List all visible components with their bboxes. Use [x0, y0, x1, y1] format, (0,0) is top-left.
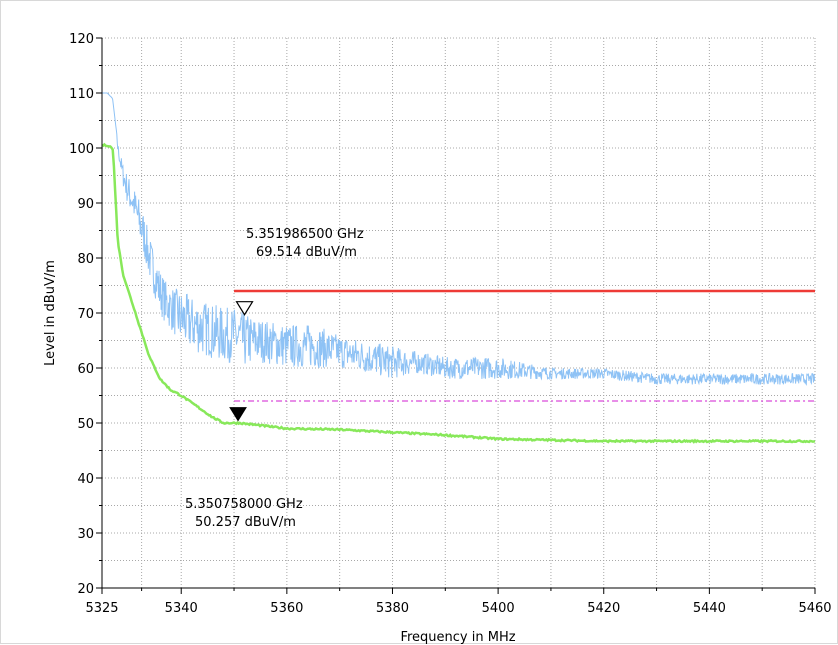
average-marker-triangle: [229, 407, 247, 422]
y-tick-label: 70: [77, 307, 94, 322]
x-tick-label: 5340: [165, 601, 198, 616]
grid: [101, 37, 816, 589]
y-tick-label: 90: [77, 197, 94, 212]
limit-lines: [234, 289, 815, 402]
x-axis-title: Frequency in MHz: [400, 630, 515, 645]
y-axis-title: Level in dBuV/m: [43, 260, 58, 366]
x-tick-label: 5420: [587, 601, 620, 616]
y-tick-label: 40: [77, 472, 94, 487]
average-trace: [101, 142, 816, 444]
y-tick-label: 30: [77, 527, 94, 542]
peak-trace: [102, 92, 816, 386]
peak-marker-level-label: 69.514 dBuV/m: [256, 245, 357, 260]
y-tick-label: 120: [69, 32, 94, 47]
average-marker-level-label: 50.257 dBuV/m: [195, 515, 296, 530]
y-tick-label: 100: [69, 142, 94, 157]
x-tick-label: 5400: [482, 601, 515, 616]
markers: [229, 301, 254, 422]
axes: 20 30 40 50 60 70 80 90 100 110 120 5325 5340 5360 538…: [69, 32, 831, 616]
x-tick-label: 5460: [798, 601, 831, 616]
data-series: [101, 92, 816, 444]
x-tick-label: 5380: [376, 601, 409, 616]
y-tick-label: 60: [77, 362, 94, 377]
y-tick-label: 20: [77, 582, 94, 597]
y-tick-label: 50: [77, 417, 94, 432]
y-tick-label: 110: [69, 87, 94, 102]
x-tick-label: 5440: [693, 601, 726, 616]
average-marker-frequency-label: 5.350758000 GHz: [185, 497, 303, 512]
y-tick-label: 80: [77, 252, 94, 267]
peak-marker-triangle: [235, 301, 254, 316]
x-tick-label: 5360: [270, 601, 303, 616]
peak-marker-frequency-label: 5.351986500 GHz: [246, 227, 364, 242]
x-tick-label: 5325: [85, 601, 118, 616]
